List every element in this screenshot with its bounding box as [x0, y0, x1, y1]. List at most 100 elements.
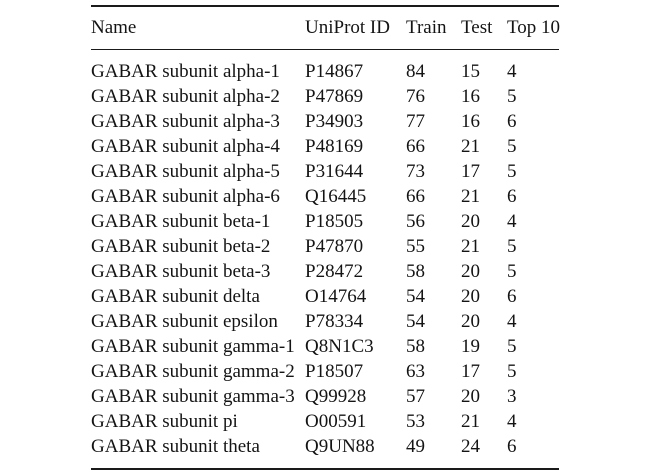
cell-uniprot_id: P34903 [305, 111, 364, 132]
cell-uniprot_id: P14867 [305, 61, 364, 82]
cell-top10: 6 [507, 186, 517, 207]
cell-top10: 5 [507, 261, 517, 282]
cell-name: GABAR subunit gamma-3 [91, 386, 295, 407]
cell-top10: 5 [507, 161, 517, 182]
cell-name: GABAR subunit gamma-2 [91, 361, 295, 382]
column-header-uniprot-id: UniProt ID [305, 6, 406, 50]
table-row: GABAR subunit beta-2 P47870 55 21 5 [91, 234, 559, 259]
table-row: GABAR subunit alpha-1 P14867 84 15 4 [91, 50, 559, 85]
cell-name: GABAR subunit alpha-4 [91, 136, 280, 157]
cell-uniprot_id: P28472 [305, 261, 364, 282]
cell-train: 66 [406, 186, 425, 207]
table-body: GABAR subunit alpha-1 P14867 84 15 4 GABAR su… [91, 50, 559, 470]
cell-train: 54 [406, 311, 425, 332]
cell-uniprot_id: P48169 [305, 136, 364, 157]
table-row: GABAR subunit alpha-6 Q16445 66 21 6 [91, 184, 559, 209]
cell-test: 17 [461, 361, 480, 382]
cell-train: 63 [406, 361, 425, 382]
cell-name: GABAR subunit epsilon [91, 311, 278, 332]
cell-name: GABAR subunit delta [91, 286, 260, 307]
uniprot-dataset-table: Name UniProt ID Train Test Top 10 GABAR … [91, 5, 560, 470]
cell-name: GABAR subunit gamma-1 [91, 336, 295, 357]
column-header-test: Test [461, 6, 507, 50]
cell-test: 19 [461, 336, 480, 357]
cell-test: 16 [461, 111, 480, 132]
table-row: GABAR subunit alpha-2 P47869 76 16 5 [91, 84, 559, 109]
cell-test: 24 [461, 436, 480, 457]
table-row: GABAR subunit pi O00591 53 21 4 [91, 409, 559, 434]
cell-name: GABAR subunit alpha-1 [91, 61, 280, 82]
cell-uniprot_id: Q9UN88 [305, 436, 375, 457]
cell-name: GABAR subunit alpha-6 [91, 186, 280, 207]
cell-test: 21 [461, 411, 480, 432]
cell-uniprot_id: P18505 [305, 211, 364, 232]
cell-test: 20 [461, 261, 480, 282]
cell-top10: 4 [507, 61, 517, 82]
cell-name: GABAR subunit theta [91, 436, 260, 457]
cell-name: GABAR subunit beta-2 [91, 236, 271, 257]
cell-uniprot_id: P78334 [305, 311, 364, 332]
cell-top10: 6 [507, 436, 517, 457]
cell-top10: 4 [507, 411, 517, 432]
cell-name: GABAR subunit pi [91, 411, 238, 432]
table-header-row: Name UniProt ID Train Test Top 10 [91, 6, 560, 50]
cell-train: 56 [406, 211, 425, 232]
cell-test: 15 [461, 61, 480, 82]
cell-test: 20 [461, 311, 480, 332]
cell-test: 21 [461, 186, 480, 207]
cell-top10: 4 [507, 311, 517, 332]
table-row: GABAR subunit alpha-5 P31644 73 17 5 [91, 159, 559, 184]
cell-test: 17 [461, 161, 480, 182]
cell-top10: 6 [507, 286, 517, 307]
table-row: GABAR subunit gamma-3 Q99928 57 20 3 [91, 384, 559, 409]
cell-test: 20 [461, 211, 480, 232]
cell-train: 58 [406, 336, 425, 357]
cell-name: GABAR subunit alpha-5 [91, 161, 280, 182]
cell-name: GABAR subunit beta-3 [91, 261, 271, 282]
cell-uniprot_id: Q16445 [305, 186, 367, 207]
cell-test: 20 [461, 386, 480, 407]
cell-top10: 5 [507, 336, 517, 357]
cell-train: 55 [406, 236, 425, 257]
cell-top10: 5 [507, 136, 517, 157]
table-row: GABAR subunit delta O14764 54 20 6 [91, 284, 559, 309]
table-row: GABAR subunit beta-3 P28472 58 20 5 [91, 259, 559, 284]
cell-top10: 5 [507, 86, 517, 107]
cell-uniprot_id: P18507 [305, 361, 364, 382]
cell-train: 76 [406, 86, 425, 107]
paper-table-container: Name UniProt ID Train Test Top 10 GABAR … [91, 5, 560, 470]
table-row: GABAR subunit gamma-1 Q8N1C3 58 19 5 [91, 334, 559, 359]
cell-train: 49 [406, 436, 425, 457]
cell-train: 54 [406, 286, 425, 307]
cell-uniprot_id: O00591 [305, 411, 367, 432]
cell-uniprot_id: P47869 [305, 86, 364, 107]
table-row: GABAR subunit epsilon P78334 54 20 4 [91, 309, 559, 334]
cell-name: GABAR subunit alpha-2 [91, 86, 280, 107]
cell-train: 73 [406, 161, 425, 182]
cell-name: GABAR subunit alpha-3 [91, 111, 280, 132]
cell-train: 66 [406, 136, 425, 157]
cell-top10: 3 [507, 386, 517, 407]
cell-test: 16 [461, 86, 480, 107]
cell-uniprot_id: O14764 [305, 286, 367, 307]
table-row: GABAR subunit alpha-4 P48169 66 21 5 [91, 134, 559, 159]
table-row: GABAR subunit alpha-3 P34903 77 16 6 [91, 109, 559, 134]
cell-top10: 5 [507, 361, 517, 382]
table-row: GABAR subunit beta-1 P18505 56 20 4 [91, 209, 559, 234]
cell-uniprot_id: P31644 [305, 161, 364, 182]
table-row: GABAR subunit gamma-2 P18507 63 17 5 [91, 359, 559, 384]
cell-train: 77 [406, 111, 425, 132]
column-header-top10: Top 10 [507, 6, 560, 50]
cell-top10: 5 [507, 236, 517, 257]
cell-test: 21 [461, 136, 480, 157]
cell-test: 21 [461, 236, 480, 257]
cell-uniprot_id: Q8N1C3 [305, 336, 374, 357]
column-header-name: Name [91, 6, 305, 50]
cell-top10: 6 [507, 111, 517, 132]
cell-train: 53 [406, 411, 425, 432]
cell-uniprot_id: P47870 [305, 236, 364, 257]
cell-train: 84 [406, 61, 425, 82]
cell-name: GABAR subunit beta-1 [91, 211, 271, 232]
column-header-train: Train [406, 6, 461, 50]
cell-test: 20 [461, 286, 480, 307]
